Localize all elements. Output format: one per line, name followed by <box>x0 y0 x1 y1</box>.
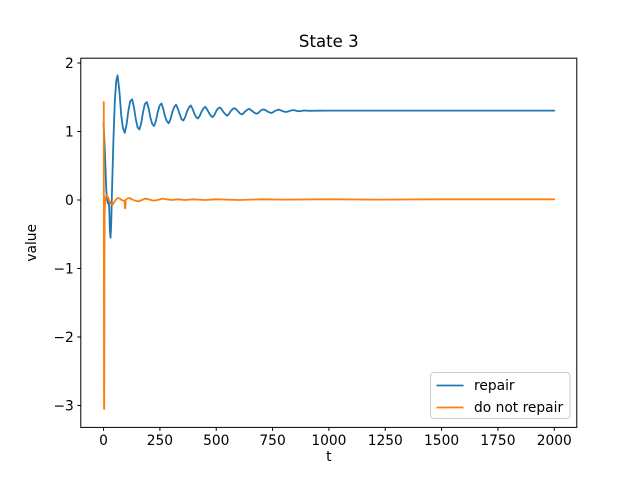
legend-label-do-not-repair: do not repair <box>474 400 563 416</box>
y-tick-label: 0 <box>65 193 74 209</box>
series-line-do-not-repair <box>102 101 556 410</box>
legend-label-repair: repair <box>474 378 515 394</box>
legend: repair do not repair <box>430 372 571 419</box>
x-tick-label: 1750 <box>480 433 515 449</box>
x-axis-label: t <box>326 449 332 465</box>
x-tick-label: 1250 <box>368 433 403 449</box>
x-tick-label: 1500 <box>424 433 459 449</box>
legend-box <box>430 372 571 419</box>
y-tick-label: 1 <box>65 124 74 140</box>
chart-title: State 3 <box>299 32 359 51</box>
x-tick-label: 0 <box>99 433 108 449</box>
axes-spines <box>80 57 578 428</box>
y-tick-label: −1 <box>53 261 73 277</box>
x-tick-label: 750 <box>259 433 285 449</box>
x-tick-label: 500 <box>203 433 229 449</box>
y-tick-label: −3 <box>53 398 73 414</box>
y-axis-label: value <box>24 224 40 262</box>
series-line-repair <box>102 74 556 239</box>
x-tick-label: 250 <box>147 433 173 449</box>
axes-background <box>80 58 577 428</box>
x-tick-label: 1000 <box>311 433 346 449</box>
plot-area: 0 250 500 750 1000 1250 1500 1750 2000 2 1 0 −1 −2 −3 <box>53 56 578 449</box>
x-tick-label: 2000 <box>537 433 572 449</box>
y-tick-label: −2 <box>53 330 73 346</box>
y-tick-label: 2 <box>65 56 74 72</box>
